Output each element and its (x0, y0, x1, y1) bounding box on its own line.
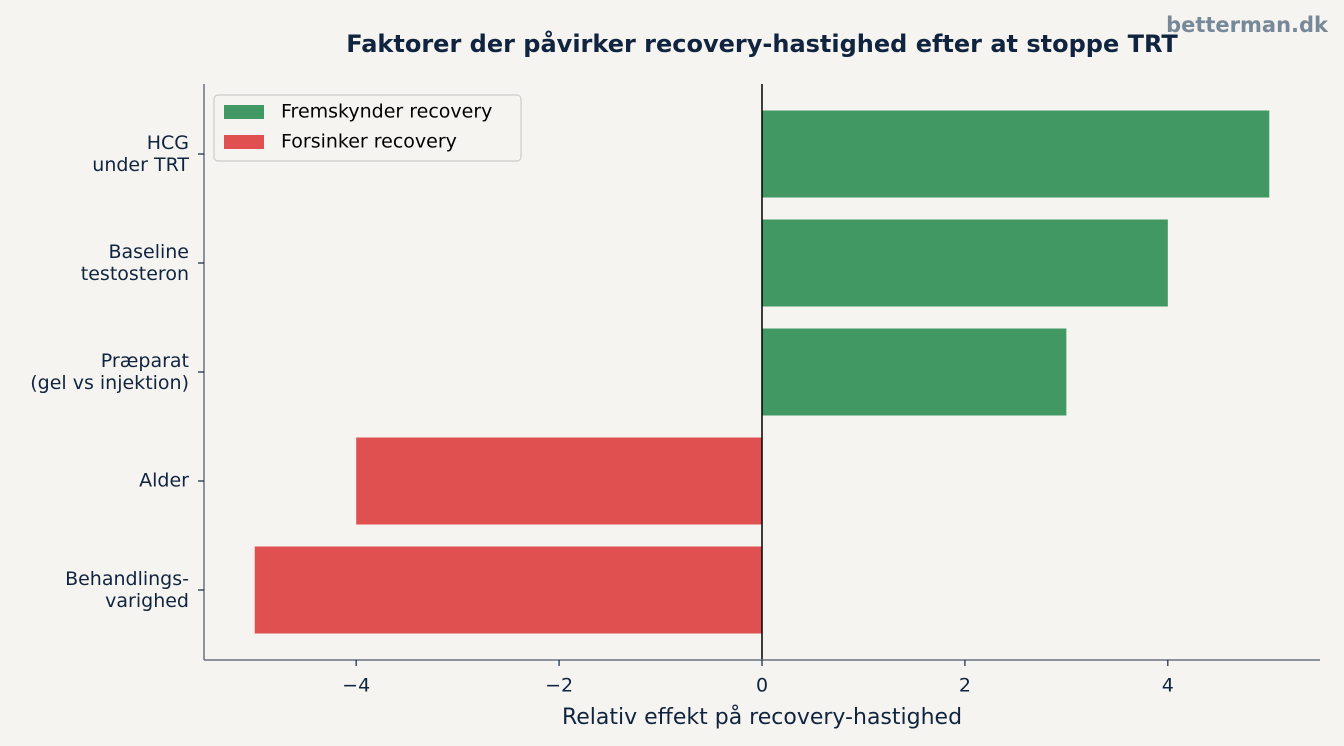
watermark: betterman.dk (1166, 13, 1329, 37)
y-tick-label: Alder (139, 470, 189, 492)
y-tick-label: Behandlings-varighed (65, 568, 189, 612)
bar (762, 328, 1067, 416)
bar (254, 546, 762, 634)
bar (356, 437, 762, 525)
legend-box (213, 94, 522, 162)
x-tick-label: −4 (342, 675, 370, 697)
x-axis-label: Relativ effekt på recovery-hastighed (562, 704, 962, 730)
y-tick-label: HCG under TRT (92, 132, 189, 176)
chart-title: Faktorer der påvirker recovery-hastighed… (346, 29, 1178, 58)
legend-label: Fremskynder recovery (281, 101, 492, 123)
bar (762, 219, 1168, 307)
x-tick-label: 4 (1162, 675, 1174, 697)
y-tick-label: Præparat (gel vs injektion) (30, 350, 189, 394)
x-tick-label: 2 (959, 675, 971, 697)
legend-swatch (224, 105, 264, 119)
x-tick-label: 0 (756, 675, 768, 697)
legend-label: Forsinker recovery (281, 131, 457, 153)
bar (762, 110, 1270, 198)
legend-swatch (224, 135, 264, 149)
x-tick-label: −2 (545, 675, 573, 697)
y-tick-label: Baseline testosteron (81, 241, 189, 285)
